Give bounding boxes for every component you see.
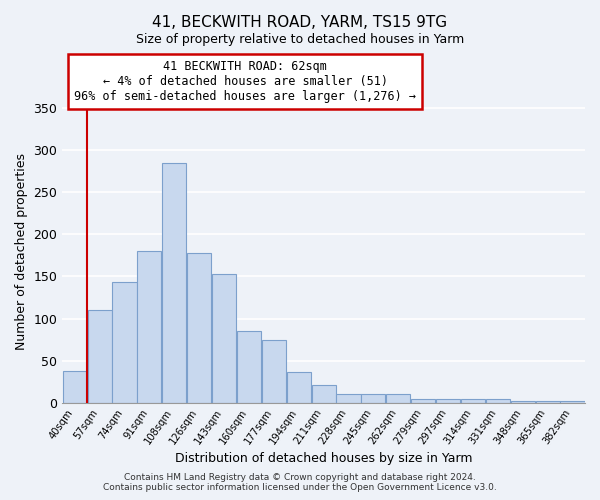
Bar xyxy=(461,400,485,403)
Bar xyxy=(88,310,112,403)
Bar xyxy=(62,371,87,403)
Bar xyxy=(311,385,336,403)
Bar xyxy=(361,394,385,403)
Bar xyxy=(262,340,286,403)
Bar xyxy=(411,400,435,403)
Bar xyxy=(112,282,137,403)
Bar xyxy=(162,163,187,403)
Bar xyxy=(337,394,361,403)
Bar xyxy=(436,400,460,403)
Text: Size of property relative to detached houses in Yarm: Size of property relative to detached ho… xyxy=(136,32,464,46)
Bar xyxy=(237,331,261,403)
Bar xyxy=(511,401,535,403)
Bar xyxy=(536,401,560,403)
X-axis label: Distribution of detached houses by size in Yarm: Distribution of detached houses by size … xyxy=(175,452,472,465)
Bar xyxy=(287,372,311,403)
Text: 41 BECKWITH ROAD: 62sqm
← 4% of detached houses are smaller (51)
96% of semi-det: 41 BECKWITH ROAD: 62sqm ← 4% of detached… xyxy=(74,60,416,103)
Text: 41, BECKWITH ROAD, YARM, TS15 9TG: 41, BECKWITH ROAD, YARM, TS15 9TG xyxy=(152,15,448,30)
Bar xyxy=(212,274,236,403)
Bar xyxy=(560,401,584,403)
Y-axis label: Number of detached properties: Number of detached properties xyxy=(15,152,28,350)
Bar xyxy=(386,394,410,403)
Text: Contains HM Land Registry data © Crown copyright and database right 2024.
Contai: Contains HM Land Registry data © Crown c… xyxy=(103,473,497,492)
Bar xyxy=(137,251,161,403)
Bar xyxy=(187,253,211,403)
Bar xyxy=(486,398,510,403)
